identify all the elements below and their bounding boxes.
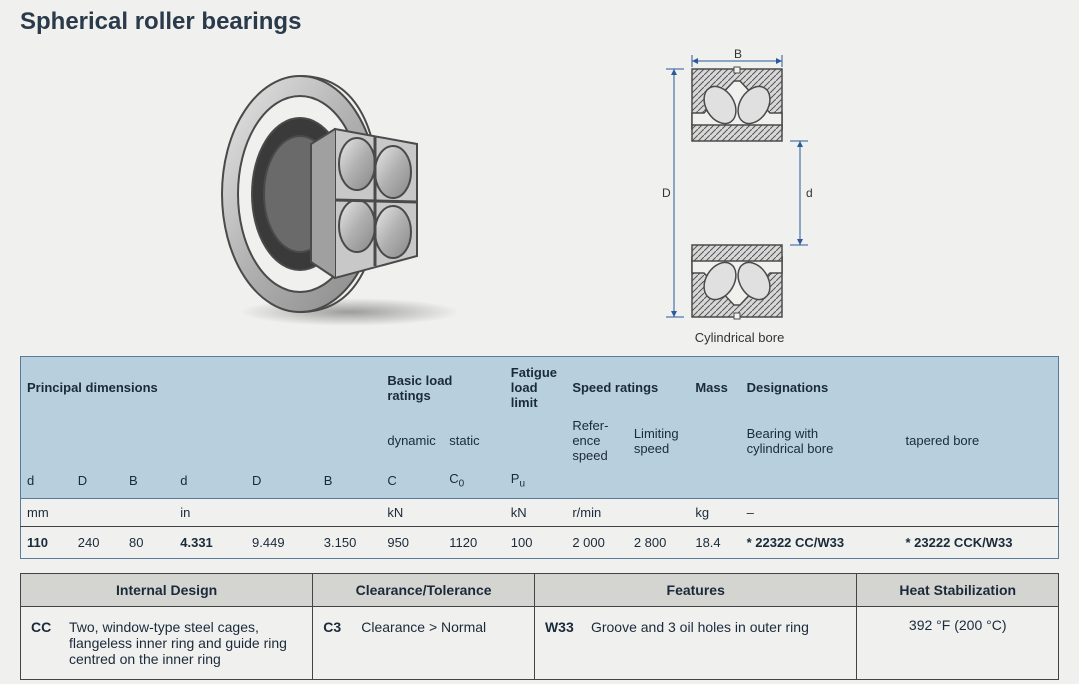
features-text: Groove and 3 oil holes in outer ring: [591, 619, 846, 635]
internal-code: CC: [31, 619, 67, 667]
sym-Pu: Pu: [505, 467, 567, 498]
dtd-heat: 392 °F (200 °C): [857, 606, 1059, 679]
sym-B2: B: [318, 467, 382, 498]
dtd-clearance: C3 Clearance > Normal: [313, 606, 535, 679]
val-C: 950: [381, 526, 443, 558]
hdr-tapered: tapered bore: [900, 414, 1059, 467]
val-D-mm: 240: [72, 526, 123, 558]
sym-d2: d: [174, 467, 246, 498]
spec-table: Principal dimensions Basic load ratings …: [20, 356, 1059, 559]
dim-D-label: D: [662, 186, 671, 200]
unit-mm: mm: [21, 498, 175, 526]
image-row: B: [20, 44, 1059, 344]
val-ref-speed: 2 000: [566, 526, 628, 558]
unit-kN2: kN: [505, 498, 567, 526]
sym-D2: D: [246, 467, 318, 498]
dth-features: Features: [534, 573, 856, 606]
dtd-internal: CC Two, window-type steel cages, flangel…: [21, 606, 313, 679]
val-C0: 1120: [443, 526, 505, 558]
val-mass: 18.4: [689, 526, 740, 558]
hdr-static: static: [443, 414, 505, 467]
hdr-dynamic: dynamic: [381, 414, 443, 467]
unit-kN1: kN: [381, 498, 504, 526]
sym-C: C: [381, 467, 443, 498]
dtd-features: W33 Groove and 3 oil holes in outer ring: [534, 606, 856, 679]
dth-clearance: Clearance/Tolerance: [313, 573, 535, 606]
hdr-designations: Designations: [741, 357, 1059, 415]
features-code: W33: [545, 619, 589, 635]
val-d-in: 4.331: [174, 526, 246, 558]
val-D-in: 9.449: [246, 526, 318, 558]
dth-heat: Heat Stabilization: [857, 573, 1059, 606]
unit-kg: kg: [689, 498, 740, 526]
val-desig-tap: * 23222 CCK/W33: [900, 526, 1059, 558]
hdr-basic-load: Basic load ratings: [381, 357, 504, 415]
dth-internal: Internal Design: [21, 573, 313, 606]
val-lim-speed: 2 800: [628, 526, 690, 558]
dim-B-label: B: [734, 49, 742, 61]
val-Pu: 100: [505, 526, 567, 558]
detail-table: Internal Design Clearance/Tolerance Feat…: [20, 573, 1059, 680]
sym-C0: C0: [443, 467, 505, 498]
unit-rmin: r/min: [566, 498, 689, 526]
dim-d-label: d: [806, 186, 813, 200]
hdr-principal: Principal dimensions: [21, 357, 382, 415]
hdr-speed: Speed ratings: [566, 357, 689, 415]
bearing-3d-illustration: [190, 54, 470, 334]
hdr-ref-speed: Refer-encespeed: [566, 414, 628, 467]
sym-d: d: [21, 467, 72, 498]
sym-D: D: [72, 467, 123, 498]
hdr-lim-speed: Limitingspeed: [628, 414, 690, 467]
val-B-mm: 80: [123, 526, 174, 558]
val-B-in: 3.150: [318, 526, 382, 558]
clearance-text: Clearance > Normal: [361, 619, 524, 635]
val-d-mm: 110: [21, 526, 72, 558]
section-caption: Cylindrical bore: [630, 330, 850, 345]
hdr-bearing-cyl: Bearing withcylindrical bore: [741, 414, 900, 467]
clearance-code: C3: [323, 619, 359, 635]
internal-text: Two, window-type steel cages, flangeless…: [69, 619, 302, 667]
bearing-cross-section: B: [630, 49, 850, 339]
unit-in: in: [174, 498, 381, 526]
hdr-fatigue: Fatigueloadlimit: [505, 357, 567, 415]
unit-dash: –: [741, 498, 1059, 526]
page-title: Spherical roller bearings: [20, 8, 1059, 36]
sym-B: B: [123, 467, 174, 498]
val-desig-cyl: * 22322 CC/W33: [741, 526, 900, 558]
hdr-mass: Mass: [689, 357, 740, 415]
